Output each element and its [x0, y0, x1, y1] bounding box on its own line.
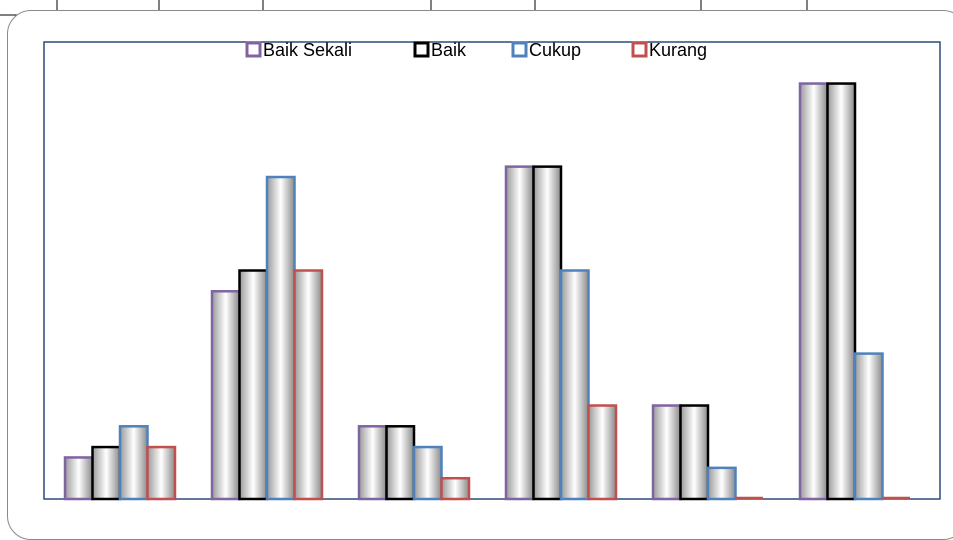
legend-swatch [511, 41, 528, 58]
legend-swatch [631, 41, 648, 58]
legend: Baik Sekali Baik Cukup Kurang [245, 40, 707, 60]
bars-layer [63, 82, 910, 501]
bar-cukup-1 [118, 425, 149, 501]
bar-kurang-2 [293, 269, 324, 501]
bar-kurang-4 [587, 404, 618, 501]
legend-label: Cukup [529, 40, 581, 60]
bar-baik-sekali-4 [504, 165, 535, 501]
bar-cukup-5 [706, 466, 737, 501]
bar-baik-sekali-5 [651, 404, 682, 501]
bar-cukup-2 [265, 175, 296, 501]
bar-baik-4 [532, 165, 563, 501]
bar-baik-sekali-3 [357, 425, 388, 501]
legend-item-baik: Baik [413, 40, 467, 60]
bar-cukup-3 [412, 445, 443, 501]
bar-baik-sekali-2 [210, 290, 241, 501]
bar-cukup-4 [559, 269, 590, 501]
legend-item-kurang: Kurang [631, 40, 707, 60]
bar-kurang-1 [146, 445, 177, 501]
legend-label: Kurang [649, 40, 707, 60]
bar-baik-5 [679, 404, 710, 501]
bar-baik-sekali-1 [63, 456, 94, 501]
bar-baik-3 [385, 425, 416, 501]
bar-kurang-3 [440, 476, 471, 501]
bar-baik-2 [238, 269, 269, 501]
bar-baik-1 [91, 445, 122, 501]
legend-item-cukup: Cukup [511, 40, 581, 60]
legend-label: Baik [431, 40, 467, 60]
plot-area [43, 41, 941, 500]
legend-item-baik-sekali: Baik Sekali [245, 40, 352, 60]
legend-swatch [413, 41, 430, 58]
bar-cukup-6 [853, 352, 884, 501]
bar-baik-6 [826, 82, 857, 501]
legend-swatch [245, 41, 262, 58]
legend-label: Baik Sekali [263, 40, 352, 60]
bar-chart: Baik Sekali Baik Cukup Kurang [43, 40, 941, 501]
bar-baik-sekali-6 [798, 82, 829, 501]
